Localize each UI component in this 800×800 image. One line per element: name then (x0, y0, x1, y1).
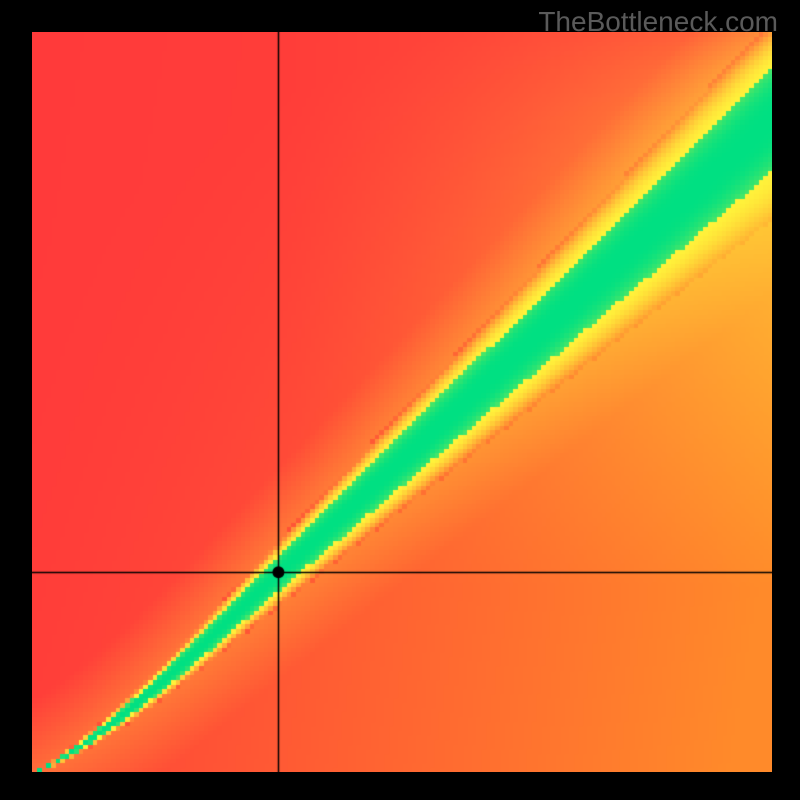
heatmap-canvas (32, 32, 772, 772)
chart-container: TheBottleneck.com (0, 0, 800, 800)
heatmap-plot (32, 32, 772, 772)
